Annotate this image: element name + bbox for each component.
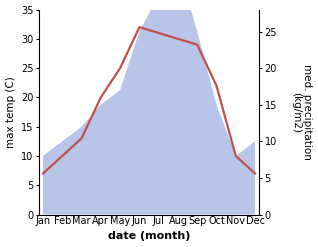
Y-axis label: max temp (C): max temp (C): [5, 76, 16, 148]
Y-axis label: med. precipitation
(kg/m2): med. precipitation (kg/m2): [291, 64, 313, 160]
X-axis label: date (month): date (month): [108, 231, 190, 242]
